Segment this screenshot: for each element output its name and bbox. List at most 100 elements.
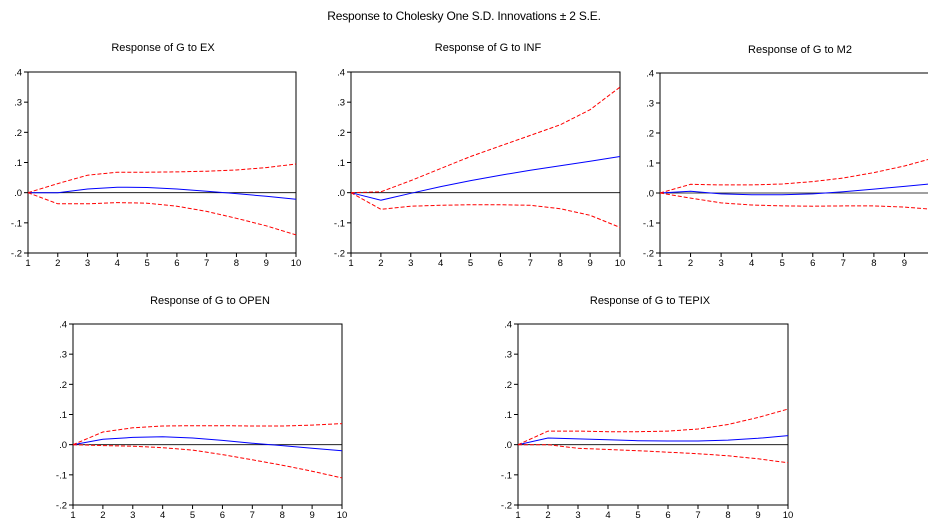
x-tick-label: 5 (190, 510, 195, 518)
x-tick-label: 10 (291, 258, 302, 269)
x-tick-label: 10 (615, 258, 626, 269)
x-tick-label: 9 (587, 258, 592, 269)
response-line (72, 436, 343, 452)
lower-band-line (72, 444, 343, 479)
plot-frame (72, 323, 343, 506)
y-tick-label: .3 (337, 98, 345, 109)
x-tick-label: 1 (70, 510, 75, 518)
x-tick-label: 8 (725, 510, 730, 518)
y-tick-label: -.2 (501, 501, 512, 512)
response-line (659, 183, 928, 196)
x-tick-label: 4 (749, 258, 754, 269)
x-tick-label: 1 (25, 258, 30, 269)
y-tick-label: -.2 (11, 249, 22, 260)
x-tick-label: 6 (220, 510, 225, 518)
response-line (517, 435, 789, 446)
y-tick-label: .3 (504, 350, 512, 361)
panel-4: Response of G to OPEN .4 .3 .2 .1 .0 -.1 -.21 2 3… (56, 295, 347, 518)
plot-frame (27, 71, 297, 254)
x-tick-label: 5 (468, 258, 473, 269)
x-tick-label: 8 (280, 510, 285, 518)
x-tick-label: 2 (688, 258, 693, 269)
response-line (28, 186, 297, 200)
x-tick-label: 6 (810, 258, 815, 269)
panel-1: Response of G to EX .4 .3 .2 .1 .0 -.1 -.21 2 3 4 5… (11, 42, 301, 269)
y-tick-label: -.1 (334, 218, 345, 229)
response-line (350, 156, 621, 201)
y-tick-label: .1 (14, 158, 22, 169)
y-tick-label: -.2 (334, 249, 345, 260)
y-tick-label: .2 (646, 129, 654, 140)
x-tick-label: 8 (234, 258, 239, 269)
x-tick-label: 1 (515, 510, 520, 518)
x-tick-label: 6 (665, 510, 670, 518)
y-tick-label: .0 (646, 189, 654, 200)
upper-band-line (72, 423, 343, 446)
y-tick-label: .0 (504, 440, 512, 451)
x-tick-label: 9 (264, 258, 269, 269)
panel-title: Response of G to TEPIX (590, 295, 711, 307)
y-tick-label: .1 (59, 410, 67, 421)
x-tick-label: 7 (528, 258, 533, 269)
x-tick-label: 1 (348, 258, 353, 269)
y-tick-label: .4 (504, 320, 512, 331)
y-tick-label: .2 (14, 128, 22, 139)
x-tick-label: 5 (780, 258, 785, 269)
panel-2: Response of G to INF .4 .3 .2 .1 .0 -.1 -.21 2 3 4… (334, 42, 625, 269)
x-tick-label: 2 (545, 510, 550, 518)
x-tick-label: 3 (718, 258, 723, 269)
y-tick-label: .3 (14, 98, 22, 109)
x-tick-label: 6 (174, 258, 179, 269)
y-tick-label: .4 (337, 68, 345, 79)
x-tick-label: 1 (657, 258, 662, 269)
y-tick-label: -.1 (501, 470, 512, 481)
panel-3: Response of G to M2 .4 .3 .2 .1 .0 -.1 -.21 2 3 4 5… (643, 44, 928, 269)
x-tick-label: 9 (902, 258, 907, 269)
x-tick-label: 4 (160, 510, 165, 518)
x-tick-label: 3 (130, 510, 135, 518)
lower-band-line (518, 444, 789, 464)
y-tick-label: .4 (14, 68, 22, 79)
lower-band-line (659, 192, 928, 210)
x-tick-label: 10 (783, 510, 794, 518)
figure-title: Response to Cholesky One S.D. Innovation… (327, 9, 601, 23)
x-tick-label: 4 (605, 510, 610, 518)
x-tick-label: 10 (337, 510, 348, 518)
y-tick-label: -.2 (56, 501, 67, 512)
panel-title: Response of G to OPEN (150, 295, 270, 307)
x-tick-label: 4 (115, 258, 120, 269)
y-tick-label: .3 (59, 350, 67, 361)
x-tick-label: 3 (408, 258, 413, 269)
x-tick-label: 7 (204, 258, 209, 269)
y-tick-label: -.1 (56, 470, 67, 481)
x-tick-label: 7 (841, 258, 846, 269)
y-tick-label: .0 (14, 188, 22, 199)
panel-title: Response of G to INF (435, 42, 542, 54)
x-tick-label: 5 (144, 258, 149, 269)
x-tick-label: 2 (378, 258, 383, 269)
x-tick-label: 7 (695, 510, 700, 518)
x-tick-label: 7 (250, 510, 255, 518)
lower-band-line (350, 192, 621, 228)
panel-5: Response of G to TEPIX .4 .3 .2 .1 .0 -.1 -.21 2… (501, 295, 793, 518)
y-tick-label: .4 (59, 320, 67, 331)
x-tick-label: 2 (100, 510, 105, 518)
y-tick-label: -.2 (643, 249, 654, 260)
upper-band-line (517, 408, 789, 446)
upper-band-line (350, 86, 621, 194)
panel-title: Response of G to M2 (748, 44, 852, 56)
y-tick-label: .3 (646, 99, 654, 110)
y-tick-label: .1 (337, 158, 345, 169)
panel-title: Response of G to EX (111, 42, 215, 54)
x-tick-label: 3 (85, 258, 90, 269)
y-tick-label: .2 (59, 380, 67, 391)
y-tick-label: .4 (646, 69, 654, 80)
y-tick-label: -.1 (643, 219, 654, 230)
y-tick-label: .2 (337, 128, 345, 139)
x-tick-label: 8 (558, 258, 563, 269)
y-tick-label: .2 (504, 380, 512, 391)
y-tick-label: .1 (646, 159, 654, 170)
upper-band-line (659, 159, 928, 194)
x-tick-label: 6 (498, 258, 503, 269)
